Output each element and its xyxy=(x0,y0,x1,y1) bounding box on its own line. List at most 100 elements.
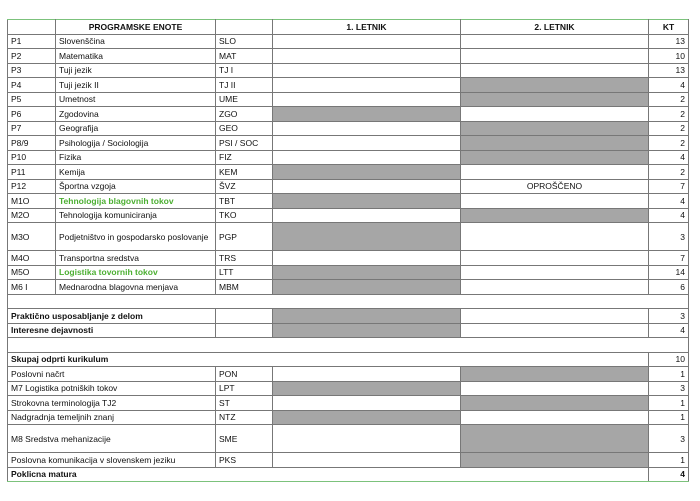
table-cell xyxy=(272,149,461,165)
table-cell: 2 xyxy=(648,164,689,180)
shaded-cell xyxy=(272,380,461,396)
table-cell xyxy=(215,322,273,338)
table-cell: 3 xyxy=(648,424,689,453)
table-row: P4 Tuji jezik II TJ II 4 xyxy=(7,77,689,93)
table-cell: ST xyxy=(215,395,273,411)
table-cell: TBT xyxy=(215,193,273,209)
table-cell xyxy=(272,178,461,194)
table-cell: Mednarodna blagovna menjava xyxy=(55,279,216,295)
table-row: M2O Tehnologija komuniciranja TKO 4 xyxy=(7,207,689,223)
table-cell: Logistika tovornih tokov xyxy=(55,264,216,280)
table-row: Praktično usposabljanje z delom 3 xyxy=(7,308,689,324)
table-cell: M6 I xyxy=(7,279,56,295)
table-cell: P12 xyxy=(7,178,56,194)
table-cell xyxy=(215,308,273,324)
table-row: M6 I Mednarodna blagovna menjava MBM 6 xyxy=(7,279,689,295)
table-cell: MBM xyxy=(215,279,273,295)
shaded-cell xyxy=(460,366,649,382)
table-cell xyxy=(272,33,461,49)
table-row: P6 Zgodovina ZGO 2 xyxy=(7,106,689,122)
table-cell xyxy=(460,380,649,396)
table-row: M3O Podjetništvo in gospodarsko poslovanj… xyxy=(7,222,689,251)
shaded-cell xyxy=(272,409,461,425)
table-row: Poslovna komunikacija v slovenskem jezik… xyxy=(7,452,689,468)
table-cell: Strokovna terminologija TJ2 xyxy=(7,395,216,411)
table-row: P3 Tuji jezik TJ I 13 xyxy=(7,62,689,78)
table-cell: TJ I xyxy=(215,62,273,78)
table-cell: UME xyxy=(215,91,273,107)
table-cell: SME xyxy=(215,424,273,453)
table-cell: LTT xyxy=(215,264,273,280)
table-cell: KT xyxy=(648,19,689,35)
table-cell: P7 xyxy=(7,120,56,136)
table-cell: 4 xyxy=(648,193,689,209)
table-cell: SLO xyxy=(215,33,273,49)
shaded-cell xyxy=(460,135,649,151)
table-cell: 1 xyxy=(648,395,689,411)
table-cell: 2 xyxy=(648,91,689,107)
table-cell: ZGO xyxy=(215,106,273,122)
table-row: P7 Geografija GEO 2 xyxy=(7,120,689,136)
table-cell: Psihologija / Sociologija xyxy=(55,135,216,151)
table-row: Skupaj odprti kurikulum 10 xyxy=(7,351,689,367)
table-cell: PSI / SOC xyxy=(215,135,273,151)
table-cell xyxy=(7,19,56,35)
shaded-cell xyxy=(460,207,649,223)
table-cell xyxy=(460,62,649,78)
table-row: M8 Sredstva mehanizacije SME 3 xyxy=(7,424,689,453)
curriculum-table: PROGRAMSKE ENOTE 1. LETNIK 2. LETNIK KT P1 S… xyxy=(7,19,689,482)
table-cell: MAT xyxy=(215,48,273,64)
table-cell xyxy=(272,366,461,382)
shaded-cell xyxy=(460,424,649,453)
shaded-cell xyxy=(272,106,461,122)
table-cell xyxy=(272,452,461,468)
table-cell: 2. LETNIK xyxy=(460,19,649,35)
table-cell xyxy=(272,424,461,453)
table-cell xyxy=(272,250,461,266)
table-cell xyxy=(272,120,461,136)
table-cell: P1 xyxy=(7,33,56,49)
table-cell: 4 xyxy=(648,466,689,482)
table-cell: Poslovna komunikacija v slovenskem jezik… xyxy=(7,452,216,468)
table-cell xyxy=(460,193,649,209)
table-cell xyxy=(7,337,689,353)
table-cell: P3 xyxy=(7,62,56,78)
table-cell: TRS xyxy=(215,250,273,266)
shaded-cell xyxy=(460,77,649,93)
table-cell: 13 xyxy=(648,62,689,78)
table-cell: 2 xyxy=(648,135,689,151)
table-cell: 14 xyxy=(648,264,689,280)
table-row: P10 Fizika FIZ 4 xyxy=(7,149,689,165)
shaded-cell xyxy=(272,164,461,180)
table-cell xyxy=(272,91,461,107)
table-cell xyxy=(460,250,649,266)
shaded-cell xyxy=(272,264,461,280)
table-cell xyxy=(272,395,461,411)
shaded-cell xyxy=(460,120,649,136)
table-cell: P2 xyxy=(7,48,56,64)
table-cell: 7 xyxy=(648,178,689,194)
table-row xyxy=(7,293,689,309)
table-cell: M4O xyxy=(7,250,56,266)
table-cell xyxy=(460,164,649,180)
table-cell xyxy=(460,409,649,425)
table-cell: M2O xyxy=(7,207,56,223)
table-cell: 13 xyxy=(648,33,689,49)
table-cell: M1O xyxy=(7,193,56,209)
table-cell: Poklicna matura xyxy=(7,466,649,482)
table-cell: Tehnologija blagovnih tokov xyxy=(55,193,216,209)
table-cell xyxy=(460,322,649,338)
table-cell: PROGRAMSKE ENOTE xyxy=(55,19,216,35)
table-row: Nadgradnja temeljnih znanj NTZ 1 xyxy=(7,409,689,425)
table-cell: Geografija xyxy=(55,120,216,136)
table-row: Interesne dejavnosti 4 xyxy=(7,322,689,338)
table-cell: P11 xyxy=(7,164,56,180)
table-cell: 1 xyxy=(648,452,689,468)
table-cell: Slovenščina xyxy=(55,33,216,49)
table-cell: 10 xyxy=(648,351,689,367)
table-cell: Umetnost xyxy=(55,91,216,107)
table-cell: Tehnologija komuniciranja xyxy=(55,207,216,223)
table-cell: 2 xyxy=(648,120,689,136)
table-cell: 6 xyxy=(648,279,689,295)
